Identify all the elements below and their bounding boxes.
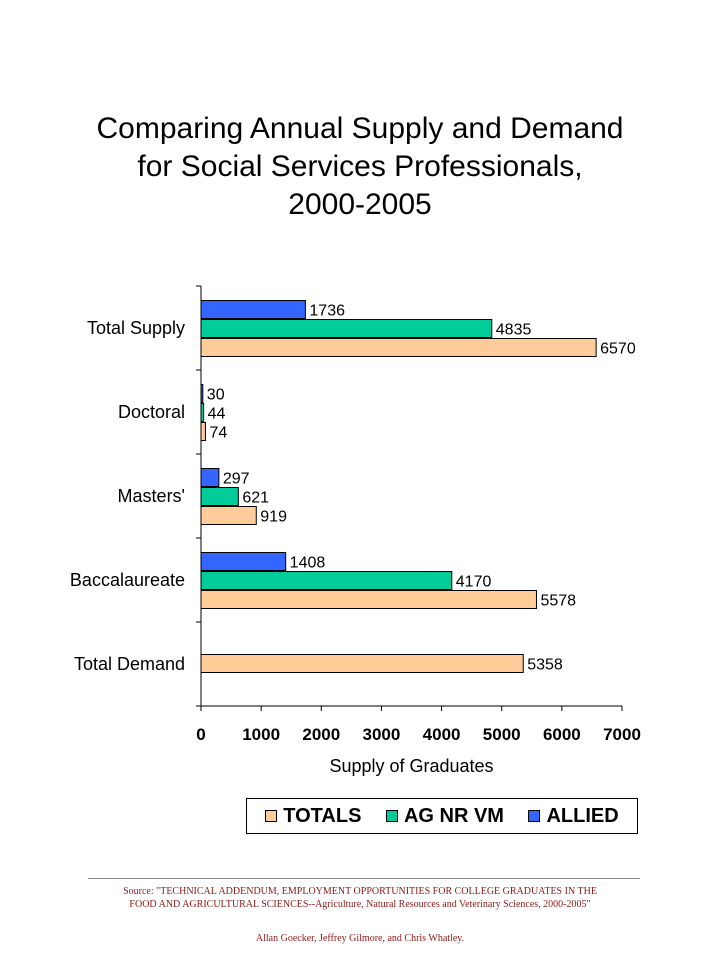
x-tick-label: 2000 (302, 725, 340, 744)
chart-title-line: Comparing Annual Supply and Demand (96, 112, 624, 145)
bar-ag-nr-vm (200, 487, 239, 506)
category-label: Baccalaureate (70, 570, 185, 590)
x-tick-label: 5000 (483, 725, 521, 744)
category-label: Total Supply (87, 318, 185, 338)
legend-item-totals: TOTALS (265, 805, 361, 828)
bar-totals (200, 338, 597, 357)
data-label-ag-nr-vm: 621 (242, 490, 269, 507)
bar-totals (200, 422, 206, 441)
data-label-allied: 30 (207, 387, 225, 404)
category-label: Doctoral (118, 402, 185, 422)
bar-allied (200, 552, 287, 571)
legend-item-allied: ALLIED (528, 804, 619, 828)
bar-allied (200, 384, 204, 403)
data-label-allied: 1736 (309, 303, 345, 320)
bar-totals (200, 590, 537, 609)
chart-title-line: for Social Services Professionals, (137, 150, 583, 183)
data-label-allied: 1408 (290, 555, 326, 572)
x-tick-label: 7000 (603, 725, 641, 744)
source-line: Source: "TECHNICAL ADDENDUM, EMPLOYMENT … (123, 886, 597, 897)
legend-item-ag-nr-vm: AG NR VM (385, 804, 504, 828)
bar-totals (200, 506, 257, 525)
data-label-totals: 6570 (600, 341, 636, 358)
bar-allied (200, 300, 306, 319)
legend-label-allied: ALLIED (546, 804, 619, 827)
x-tick-label: 1000 (242, 725, 280, 744)
authors-credit: Allan Goecker, Jeffrey Gilmore, and Chri… (255, 933, 465, 944)
x-tick-label: 0 (196, 725, 205, 744)
data-label-totals: 5578 (540, 593, 576, 610)
category-label: Total Demand (74, 654, 185, 674)
data-label-totals: 74 (209, 425, 227, 442)
footer-divider (88, 878, 640, 879)
legend-label-ag-nr-vm: AG NR VM (403, 804, 504, 827)
x-tick-label: 3000 (363, 725, 401, 744)
data-label-ag-nr-vm: 4835 (496, 322, 532, 339)
data-label-totals: 919 (260, 509, 287, 526)
x-tick-label: 6000 (543, 725, 581, 744)
legend-swatch-totals (265, 810, 278, 822)
category-label: Masters' (118, 486, 185, 506)
legend-label-totals: TOTALS (283, 804, 362, 827)
chart-title: Comparing Annual Supply and Demand for S… (40, 110, 680, 224)
data-label-ag-nr-vm: 4170 (456, 574, 492, 591)
legend-swatch-allied (528, 810, 541, 822)
x-axis-title: Supply of Graduates (329, 756, 493, 776)
chart-legend: TOTALS AG NR VM ALLIED (246, 798, 638, 834)
source-line: FOOD AND AGRICULTURAL SCIENCES--Agricult… (129, 899, 591, 910)
legend-swatch-ag-nr-vm (385, 810, 398, 822)
bar-allied (200, 468, 220, 487)
bar-totals (200, 654, 524, 673)
bar-ag-nr-vm (200, 571, 453, 590)
chart-title-line: 2000-2005 (288, 188, 432, 221)
data-label-ag-nr-vm: 44 (208, 406, 226, 423)
source-note: Source: "TECHNICAL ADDENDUM, EMPLOYMENT … (70, 885, 650, 911)
bar-ag-nr-vm (200, 319, 493, 338)
x-tick-label: 4000 (423, 725, 461, 744)
data-label-allied: 297 (223, 471, 250, 488)
bar-ag-nr-vm (200, 403, 205, 422)
data-label-totals: 5358 (527, 657, 563, 674)
